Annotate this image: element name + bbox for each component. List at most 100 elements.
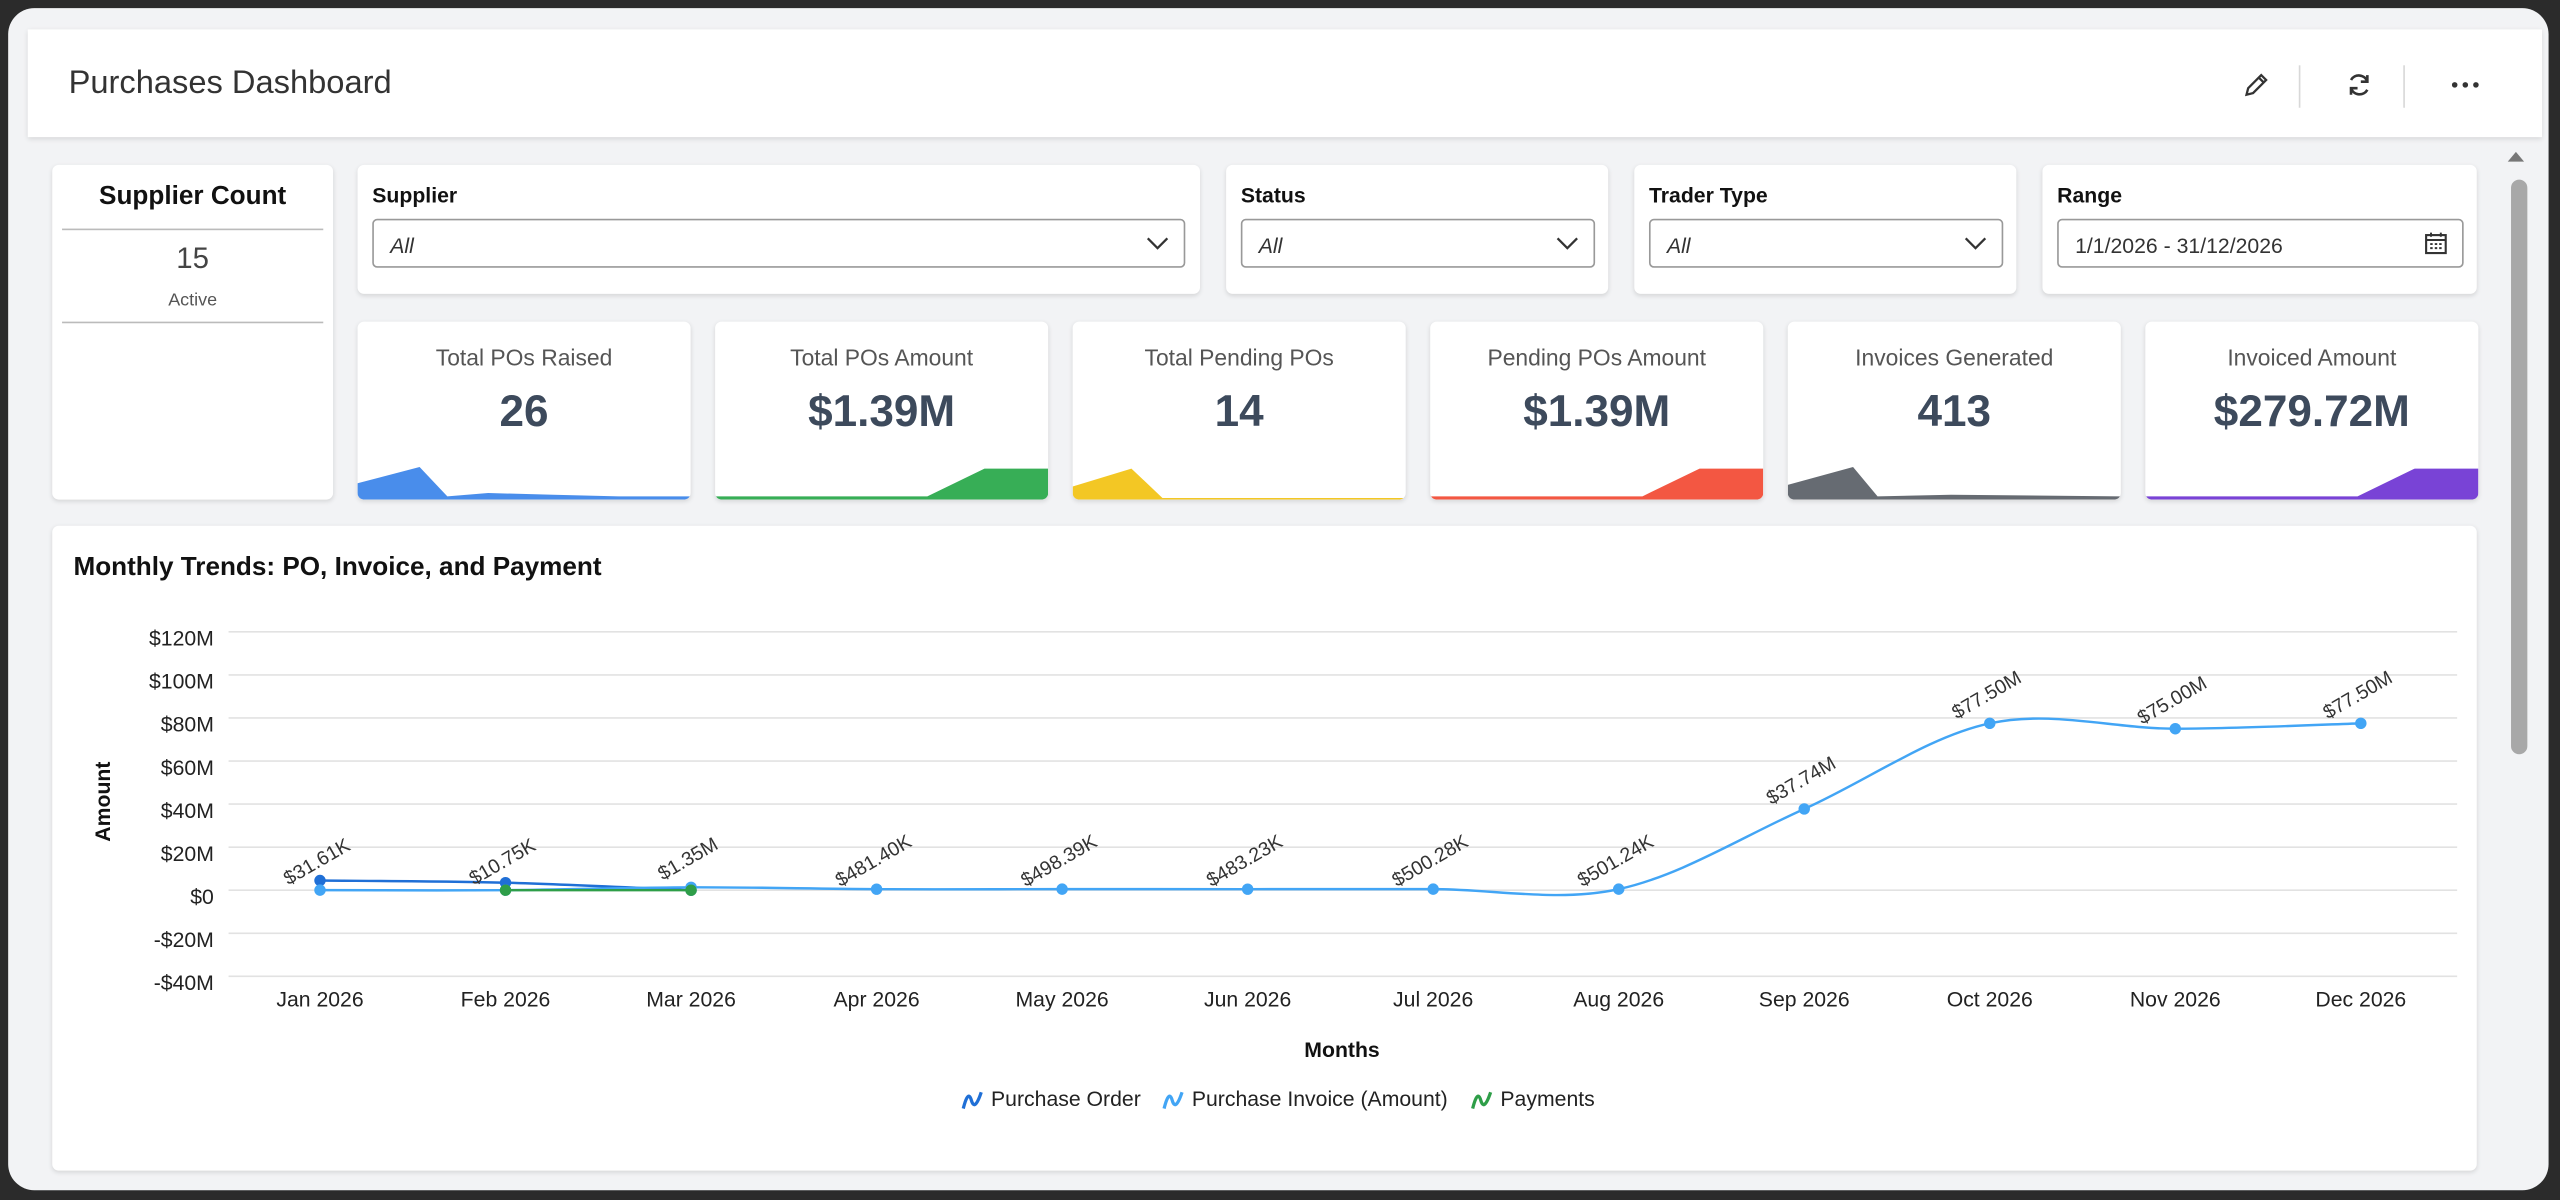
- dropdown[interactable]: All: [1648, 218, 2004, 268]
- refresh-icon[interactable]: [2343, 69, 2376, 102]
- data-label: $1.35M: [654, 833, 722, 885]
- legend-item[interactable]: Purchase Invoice (Amount): [1162, 1088, 1448, 1111]
- kpi-card: Invoiced Amount $279.72M: [2145, 321, 2479, 500]
- chevron-icon: [1556, 237, 1578, 250]
- data-point: [1612, 883, 1625, 895]
- kpi-label: Invoices Generated: [1855, 344, 2054, 371]
- x-tick-label: Dec 2026: [2315, 988, 2406, 1011]
- data-point: [2169, 723, 2182, 735]
- kpi-value: 14: [1214, 386, 1264, 436]
- edit-icon[interactable]: [2240, 69, 2273, 102]
- divider: [62, 321, 324, 324]
- dashboard: Purchases Dashboard Supplier Count 15 Ac…: [8, 8, 2549, 1191]
- chevron-icon: [1964, 237, 1987, 250]
- chart-title: Monthly Trends: PO, Invoice, and Payment: [73, 551, 601, 581]
- kpi-label: Total POs Raised: [435, 344, 613, 371]
- x-tick-label: Jul 2026: [1393, 988, 1473, 1011]
- y-tick-label: $120M: [149, 628, 214, 651]
- page-title: Purchases Dashboard: [68, 65, 392, 102]
- legend-item[interactable]: Purchase Order: [961, 1088, 1141, 1111]
- y-tick-label: -$20M: [154, 929, 214, 952]
- x-tick-label: Aug 2026: [1573, 988, 1664, 1011]
- header-bar: Purchases Dashboard: [27, 29, 2543, 138]
- y-tick-label: $60M: [161, 757, 214, 780]
- count-caption: Active: [168, 290, 218, 311]
- filter-card: Range 1/1/2026 - 31/12/2026: [2042, 164, 2477, 294]
- dropdown[interactable]: All: [372, 218, 1186, 268]
- sparkline: [2145, 468, 2479, 500]
- data-label: $481.40K: [832, 831, 916, 892]
- filter-label: Range: [2057, 182, 2123, 208]
- x-tick-label: Nov 2026: [2130, 988, 2221, 1011]
- legend-icon: [1162, 1091, 1184, 1109]
- card-title: Supplier Count: [99, 182, 287, 211]
- date-range-value: 1/1/2026 - 31/12/2026: [2075, 233, 2283, 258]
- data-point: [1056, 883, 1068, 895]
- kpi-card: Invoices Generated 413: [1787, 321, 2121, 500]
- supplier-count-card: Supplier Count 15 Active: [52, 164, 334, 500]
- y-tick-label: $100M: [149, 671, 214, 694]
- kpi-value: $1.39M: [1523, 386, 1671, 436]
- filter-card: Supplier All: [357, 164, 1200, 294]
- data-label: $75.00M: [2134, 672, 2211, 729]
- filter-label: Status: [1240, 182, 1306, 208]
- kpi-label: Total Pending POs: [1144, 344, 1334, 371]
- count-value: 15: [176, 241, 210, 275]
- kpi-value: $279.72M: [2213, 386, 2410, 436]
- series-line: [319, 717, 2361, 897]
- filter-label: Trader Type: [1648, 182, 1768, 208]
- kpi-value: 26: [499, 386, 549, 436]
- calendar-icon: [2425, 232, 2447, 255]
- legend-icon: [961, 1091, 983, 1109]
- kpi-label: Invoiced Amount: [2227, 344, 2397, 371]
- x-tick-label: Feb 2026: [461, 988, 551, 1011]
- y-tick-label: $20M: [161, 843, 214, 866]
- kpi-card: Total POs Raised 26: [357, 321, 691, 500]
- date-range-input[interactable]: 1/1/2026 - 31/12/2026: [2057, 218, 2464, 268]
- sparkline: [1072, 468, 1406, 500]
- chart-card: Monthly Trends: PO, Invoice, and Payment…: [52, 525, 2477, 1171]
- x-tick-label: Jun 2026: [1204, 988, 1291, 1011]
- data-label: $500.28K: [1388, 831, 1472, 892]
- x-tick-label: Apr 2026: [834, 988, 920, 1011]
- kpi-label: Total POs Amount: [790, 344, 974, 371]
- data-label: $483.23K: [1203, 831, 1287, 892]
- y-tick-label: $0: [190, 886, 214, 909]
- legend-label: Purchase Order: [991, 1088, 1141, 1111]
- data-label: $498.39K: [1017, 831, 1101, 892]
- line-chart: Monthly Trends: PO, Invoice, and Payment…: [73, 551, 2458, 1111]
- kpi-card: Total Pending POs 14: [1072, 321, 1406, 500]
- data-point: [1427, 883, 1439, 895]
- scroll-thumb[interactable]: [2511, 179, 2528, 755]
- dropdown-value: All: [1258, 233, 1283, 258]
- sparkline: [715, 468, 1049, 500]
- x-tick-label: Jan 2026: [276, 988, 363, 1011]
- data-point: [1241, 883, 1254, 895]
- data-point: [1798, 803, 1810, 815]
- legend-label: Payments: [1500, 1088, 1594, 1111]
- data-point: [685, 884, 697, 896]
- legend-icon: [1471, 1091, 1493, 1109]
- x-tick-label: Mar 2026: [646, 988, 736, 1011]
- more-icon[interactable]: [2449, 69, 2482, 102]
- x-tick-label: May 2026: [1016, 988, 1109, 1011]
- filter-card: Trader Type All: [1634, 164, 2017, 294]
- y-tick-label: $40M: [161, 800, 214, 823]
- kpi-value: $1.39M: [808, 386, 956, 436]
- divider: [62, 228, 324, 231]
- sparkline: [357, 466, 691, 500]
- y-tick-label: -$40M: [154, 972, 214, 995]
- separator: [2298, 65, 2301, 108]
- separator: [2403, 65, 2405, 108]
- legend-label: Purchase Invoice (Amount): [1192, 1088, 1448, 1111]
- data-point: [1984, 717, 1996, 730]
- scroll-up[interactable]: [2503, 145, 2529, 168]
- sparkline: [1430, 468, 1764, 500]
- y-axis-title: Amount: [92, 762, 115, 842]
- dropdown[interactable]: All: [1240, 218, 1596, 268]
- dropdown-value: All: [1666, 233, 1691, 258]
- data-point: [499, 884, 512, 896]
- kpi-card: Pending POs Amount $1.39M: [1430, 321, 1764, 500]
- legend-item[interactable]: Payments: [1471, 1088, 1595, 1111]
